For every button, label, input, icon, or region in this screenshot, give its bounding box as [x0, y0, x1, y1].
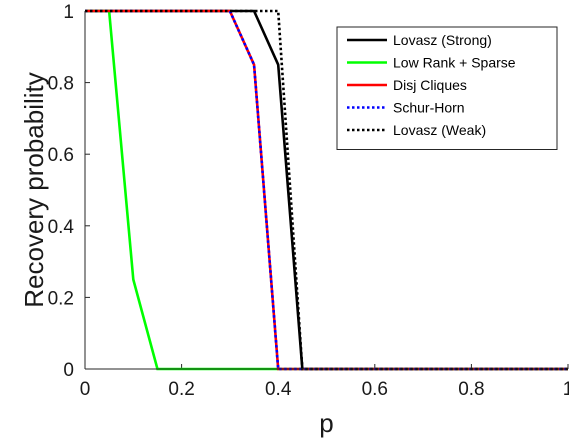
- legend-label: Disj Cliques: [393, 77, 467, 93]
- x-tick-label: 0.6: [362, 379, 388, 400]
- y-tick-label: 0.4: [48, 217, 75, 238]
- y-tick-label: 0: [63, 360, 74, 381]
- x-tick-label: 1: [563, 379, 569, 400]
- y-tick-label: 0.6: [48, 145, 74, 166]
- y-axis-title: Recovery probability: [19, 72, 49, 308]
- legend-label: Lovasz (Weak): [393, 122, 486, 138]
- x-axis-title: p: [319, 408, 333, 438]
- y-tick-label: 0.8: [48, 74, 74, 95]
- x-tick-label: 0: [80, 379, 91, 400]
- x-tick-label: 0.8: [458, 379, 484, 400]
- legend-label: Lovasz (Strong): [393, 32, 492, 48]
- x-tick-label: 0.2: [168, 379, 194, 400]
- y-tick-label: 0.2: [48, 288, 74, 309]
- legend-label: Schur-Horn: [393, 100, 465, 116]
- x-tick-label: 0.4: [265, 379, 292, 400]
- plot-frame: [84, 11, 568, 370]
- tick-labels: 0 0.2 0.4 0.6 0.8 1 0 0.2 0.4 0.6 0.8 1: [48, 2, 569, 400]
- y-tick-label: 1: [63, 2, 74, 23]
- legend-label: Low Rank + Sparse: [393, 55, 516, 71]
- legend: Lovasz (Strong) Low Rank + Sparse Disj Cli…: [336, 26, 558, 150]
